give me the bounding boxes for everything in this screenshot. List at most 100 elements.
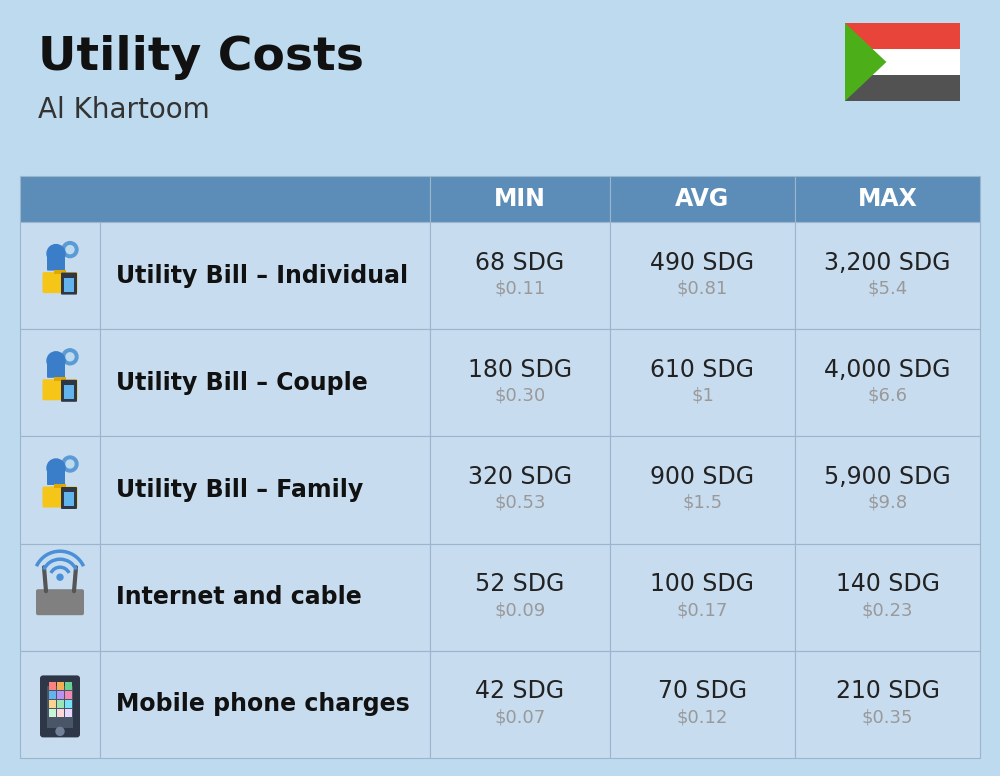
- Bar: [430, 544, 610, 651]
- Bar: [47, 687, 73, 729]
- Bar: [49, 682, 56, 691]
- Text: MAX: MAX: [858, 187, 917, 211]
- Bar: [100, 544, 430, 651]
- Bar: [49, 709, 56, 717]
- Bar: [20, 544, 100, 651]
- Bar: [795, 222, 980, 329]
- Bar: [57, 682, 64, 691]
- Bar: [64, 278, 74, 292]
- Text: Al Khartoom: Al Khartoom: [38, 96, 210, 124]
- Text: 4,000 SDG: 4,000 SDG: [824, 358, 951, 382]
- Text: 610 SDG: 610 SDG: [650, 358, 755, 382]
- Text: Utility Bill – Couple: Utility Bill – Couple: [116, 371, 368, 395]
- Text: 490 SDG: 490 SDG: [650, 251, 755, 275]
- Text: Utility Bill – Family: Utility Bill – Family: [116, 478, 363, 502]
- Bar: [100, 329, 430, 436]
- Text: 5,900 SDG: 5,900 SDG: [824, 465, 951, 489]
- Bar: [65, 709, 72, 717]
- FancyBboxPatch shape: [42, 487, 78, 508]
- FancyBboxPatch shape: [40, 675, 80, 737]
- Bar: [795, 436, 980, 544]
- Text: $5.4: $5.4: [867, 279, 908, 298]
- Circle shape: [66, 460, 74, 468]
- Bar: [845, 23, 960, 49]
- FancyBboxPatch shape: [42, 379, 78, 400]
- Text: $0.30: $0.30: [494, 386, 546, 405]
- Bar: [64, 492, 74, 506]
- Circle shape: [57, 574, 63, 580]
- Text: $0.09: $0.09: [494, 601, 546, 619]
- Bar: [610, 329, 795, 436]
- Bar: [100, 222, 430, 329]
- Text: 52 SDG: 52 SDG: [475, 572, 565, 596]
- Text: 210 SDG: 210 SDG: [836, 680, 940, 703]
- Text: $0.81: $0.81: [677, 279, 728, 298]
- Text: 180 SDG: 180 SDG: [468, 358, 572, 382]
- Bar: [20, 436, 100, 544]
- Text: 70 SDG: 70 SDG: [658, 680, 747, 703]
- Text: $6.6: $6.6: [868, 386, 908, 405]
- Bar: [20, 222, 100, 329]
- Bar: [65, 691, 72, 699]
- Bar: [845, 49, 960, 75]
- Bar: [100, 436, 430, 544]
- Bar: [64, 385, 74, 399]
- Bar: [610, 222, 795, 329]
- Bar: [795, 544, 980, 651]
- Text: 3,200 SDG: 3,200 SDG: [824, 251, 951, 275]
- Bar: [54, 377, 66, 381]
- Circle shape: [56, 727, 64, 736]
- Bar: [65, 701, 72, 708]
- Bar: [610, 436, 795, 544]
- Text: Mobile phone charges: Mobile phone charges: [116, 692, 410, 716]
- Text: $0.07: $0.07: [494, 708, 546, 726]
- Text: Internet and cable: Internet and cable: [116, 585, 362, 609]
- Text: Utility Costs: Utility Costs: [38, 36, 364, 81]
- Text: $1: $1: [691, 386, 714, 405]
- Bar: [57, 701, 64, 708]
- Bar: [795, 176, 980, 222]
- Text: $0.11: $0.11: [494, 279, 546, 298]
- Bar: [57, 709, 64, 717]
- Bar: [54, 484, 66, 488]
- FancyBboxPatch shape: [42, 272, 78, 293]
- Text: 900 SDG: 900 SDG: [650, 465, 755, 489]
- Bar: [20, 176, 430, 222]
- Bar: [610, 176, 795, 222]
- Bar: [54, 269, 66, 274]
- Text: AVG: AVG: [675, 187, 730, 211]
- FancyBboxPatch shape: [61, 487, 77, 509]
- Text: 68 SDG: 68 SDG: [475, 251, 565, 275]
- Text: $0.35: $0.35: [862, 708, 913, 726]
- Bar: [795, 651, 980, 758]
- FancyBboxPatch shape: [61, 272, 77, 295]
- Polygon shape: [845, 23, 886, 101]
- Text: 320 SDG: 320 SDG: [468, 465, 572, 489]
- FancyBboxPatch shape: [47, 469, 65, 485]
- Circle shape: [47, 244, 65, 262]
- FancyBboxPatch shape: [47, 255, 65, 271]
- Bar: [795, 329, 980, 436]
- Text: 140 SDG: 140 SDG: [836, 572, 940, 596]
- Text: MIN: MIN: [494, 187, 546, 211]
- FancyBboxPatch shape: [61, 379, 77, 402]
- Circle shape: [47, 459, 65, 477]
- Text: 42 SDG: 42 SDG: [475, 680, 565, 703]
- Circle shape: [62, 456, 78, 472]
- Circle shape: [62, 348, 78, 365]
- Text: Utility Bill – Individual: Utility Bill – Individual: [116, 264, 408, 288]
- Circle shape: [66, 245, 74, 254]
- Text: $0.53: $0.53: [494, 494, 546, 512]
- Bar: [49, 691, 56, 699]
- Text: 100 SDG: 100 SDG: [650, 572, 755, 596]
- Bar: [430, 436, 610, 544]
- Bar: [845, 75, 960, 101]
- Bar: [20, 329, 100, 436]
- Bar: [430, 329, 610, 436]
- Circle shape: [47, 352, 65, 370]
- Bar: [610, 544, 795, 651]
- Bar: [20, 651, 100, 758]
- Bar: [100, 651, 430, 758]
- Bar: [430, 176, 610, 222]
- Bar: [430, 651, 610, 758]
